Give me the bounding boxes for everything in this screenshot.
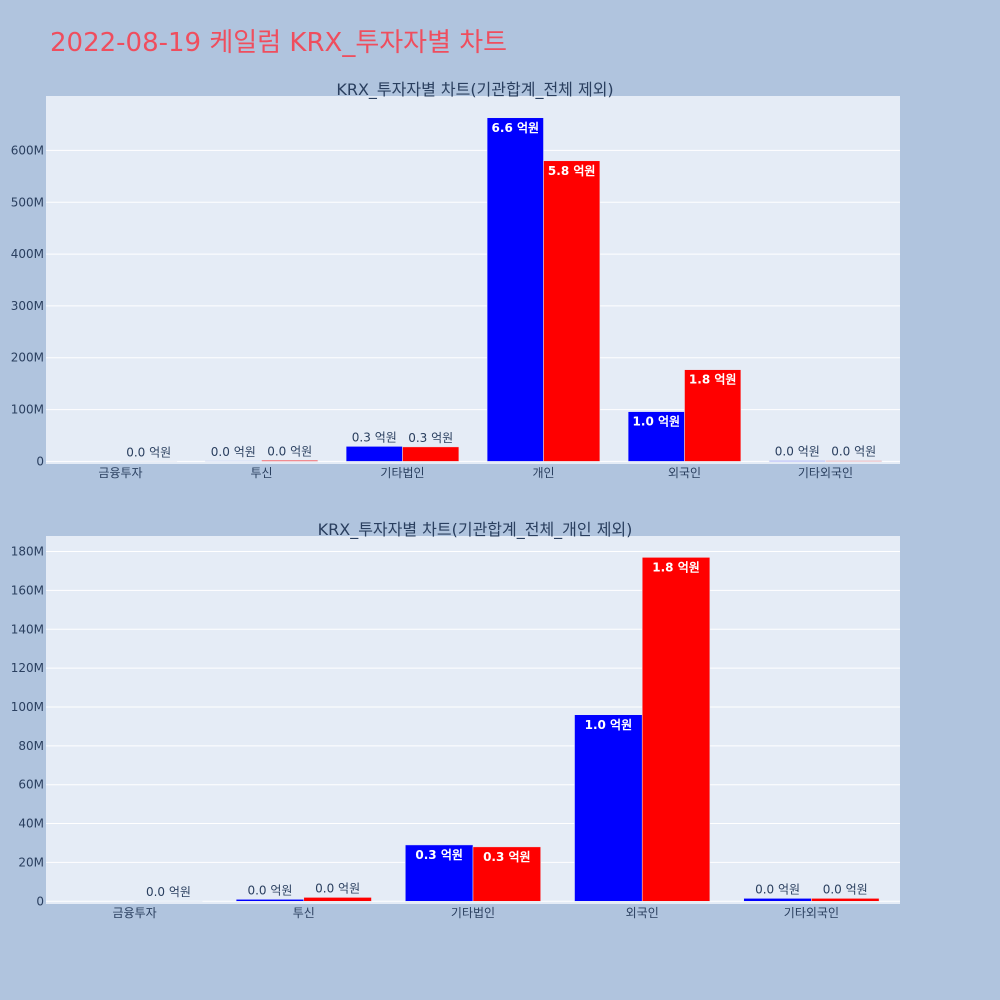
data-label: 1.8 억원 bbox=[652, 560, 700, 574]
bar bbox=[402, 446, 460, 462]
chart-title: KRX_투자자별 차트(기관합계_전체_개인 제외) bbox=[318, 520, 633, 540]
bar bbox=[405, 844, 474, 902]
chart-1: 0 100M 200M 300M 400M 500M 600M KRX_투자자별 차트(기관합… bbox=[11, 80, 900, 480]
data-label: 1.0 억원 bbox=[585, 718, 633, 732]
y-tick-label: 0 bbox=[36, 454, 44, 468]
y-tick-label: 100M bbox=[11, 403, 44, 417]
plot-area bbox=[46, 536, 900, 904]
bar bbox=[743, 898, 812, 902]
bar bbox=[825, 460, 883, 462]
x-tick-label: 금융투자 bbox=[98, 466, 142, 480]
data-label: 0.0 억원 bbox=[315, 881, 360, 895]
bar bbox=[486, 117, 544, 462]
y-tick-label: 160M bbox=[11, 583, 44, 597]
data-label: 0.0 억원 bbox=[211, 445, 256, 459]
data-label: 0.3 억원 bbox=[352, 430, 397, 444]
x-tick-label: 투신 bbox=[250, 466, 272, 480]
page-title: 2022-08-19 케일럼 KRX_투자자별 차트 bbox=[50, 28, 508, 58]
x-tick-label: 기타외국인 bbox=[798, 466, 853, 480]
data-label: 0.0 억원 bbox=[247, 883, 292, 897]
y-tick-label: 200M bbox=[11, 351, 44, 365]
x-tick-label: 금융투자 bbox=[113, 906, 157, 920]
bar bbox=[811, 898, 880, 902]
data-label: 0.0 억원 bbox=[823, 882, 868, 896]
y-tick-label: 120M bbox=[11, 661, 44, 675]
x-tick-label: 투신 bbox=[293, 906, 315, 920]
data-label: 0.3 억원 bbox=[483, 850, 531, 864]
data-label: 0.3 억원 bbox=[408, 431, 453, 445]
data-label: 0.0 억원 bbox=[146, 885, 191, 899]
bar bbox=[303, 897, 372, 902]
x-tick-label: 개인 bbox=[532, 466, 554, 480]
data-label: 0.0 억원 bbox=[775, 445, 820, 459]
bar bbox=[684, 369, 742, 462]
data-label: 0.0 억원 bbox=[126, 445, 171, 459]
y-tick-label: 100M bbox=[11, 700, 44, 714]
bar bbox=[574, 714, 643, 902]
y-tick-label: 40M bbox=[18, 817, 44, 831]
bar bbox=[768, 460, 826, 462]
bar bbox=[235, 899, 305, 902]
y-tick-label: 20M bbox=[18, 855, 44, 869]
data-label: 1.8 억원 bbox=[689, 373, 737, 387]
x-tick-label: 외국인 bbox=[626, 906, 659, 920]
y-tick-label: 180M bbox=[11, 545, 44, 559]
chart-2: 0 20M 40M 60M 80M 100M 120M 140M 160M 180M KRX_투자자… bbox=[11, 520, 900, 920]
data-label: 6.6 억원 bbox=[492, 121, 540, 135]
x-tick-label: 외국인 bbox=[668, 466, 701, 480]
data-label: 0.0 억원 bbox=[755, 882, 800, 896]
y-tick-label: 60M bbox=[18, 778, 44, 792]
y-tick-label: 80M bbox=[18, 739, 44, 753]
y-tick-label: 500M bbox=[11, 195, 44, 209]
bar bbox=[641, 557, 711, 902]
y-tick-label: 300M bbox=[11, 299, 44, 313]
y-tick-label: 0 bbox=[36, 894, 44, 908]
data-label: 0.3 억원 bbox=[415, 848, 463, 862]
y-tick-label: 600M bbox=[11, 143, 44, 157]
data-label: 5.8 억원 bbox=[548, 164, 596, 178]
bar bbox=[204, 460, 262, 462]
x-tick-label: 기타법인 bbox=[451, 906, 495, 920]
x-tick-label: 기타법인 bbox=[380, 466, 424, 480]
bar bbox=[345, 446, 403, 462]
bar bbox=[543, 160, 601, 462]
data-label: 0.0 억원 bbox=[267, 444, 312, 458]
y-tick-label: 140M bbox=[11, 622, 44, 636]
y-tick-label: 400M bbox=[11, 247, 44, 261]
x-tick-label: 기타외국인 bbox=[784, 906, 839, 920]
data-label: 0.0 억원 bbox=[831, 445, 876, 459]
chart-title: KRX_투자자별 차트(기관합계_전체 제외) bbox=[336, 80, 613, 100]
bar bbox=[261, 460, 319, 462]
bar bbox=[472, 846, 541, 902]
data-label: 1.0 억원 bbox=[633, 415, 681, 429]
plot-area bbox=[46, 96, 900, 464]
